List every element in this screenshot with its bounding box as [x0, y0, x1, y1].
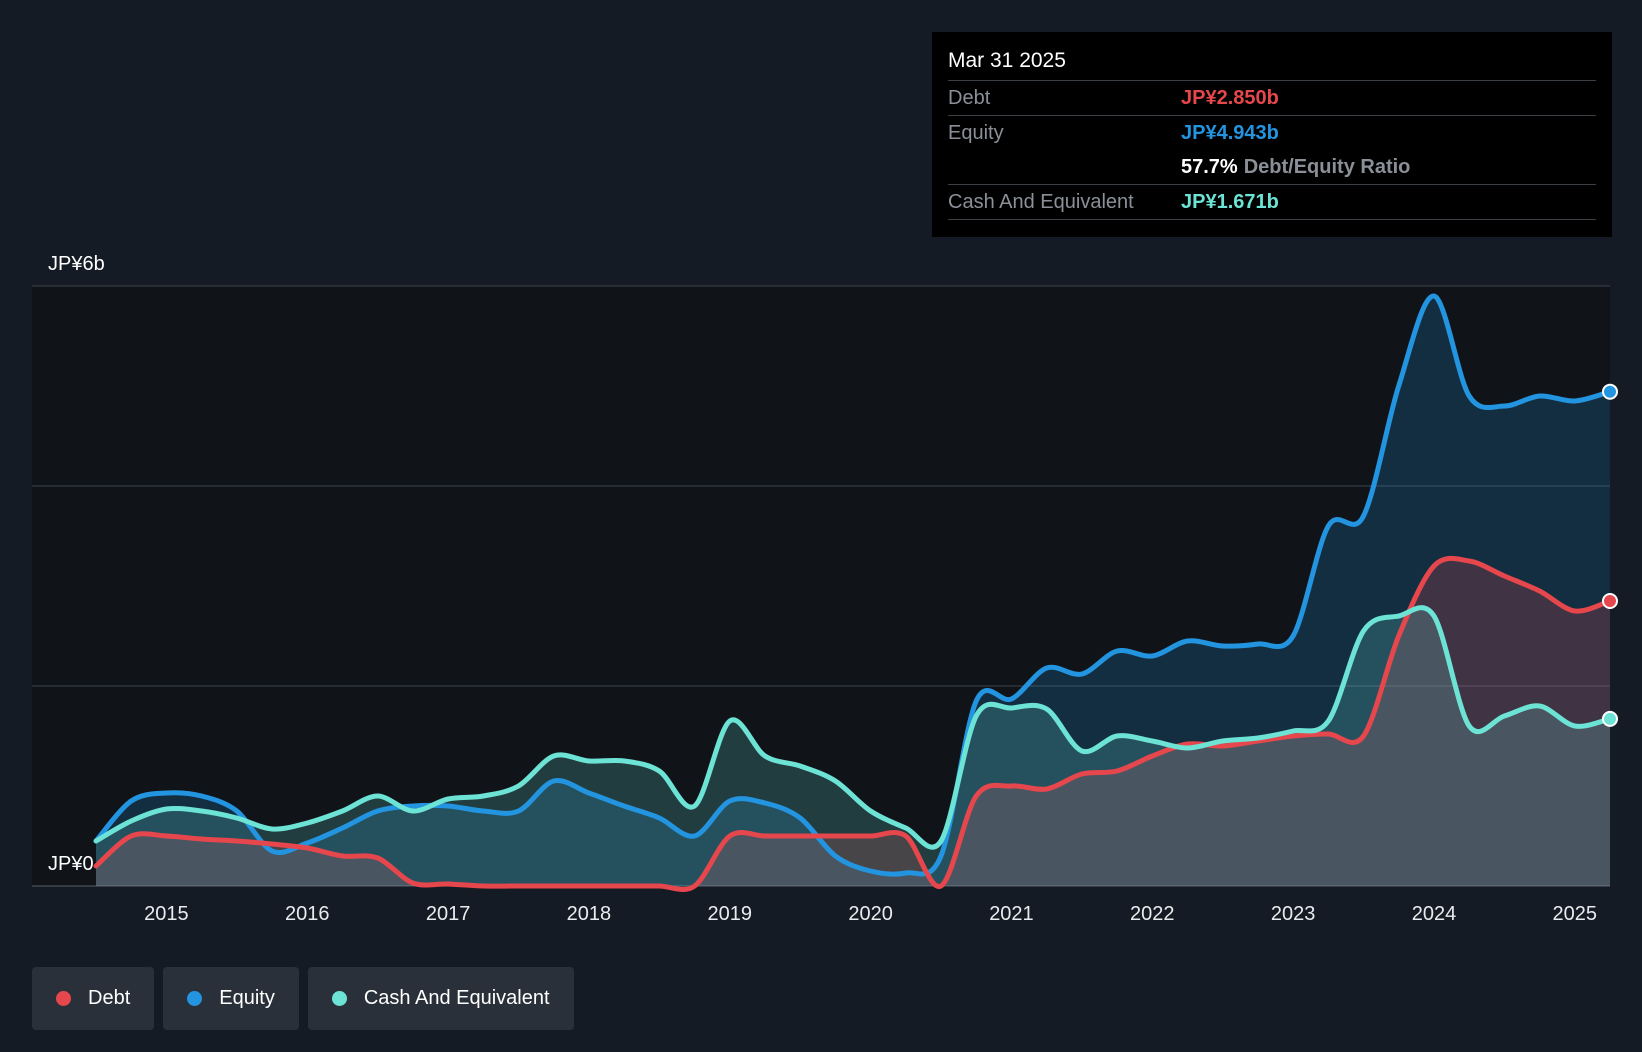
plot-background — [32, 286, 1610, 886]
tooltip-debt-label: Debt — [948, 86, 991, 109]
debt-area — [96, 558, 1610, 890]
legend-label-equity: Equity — [219, 987, 275, 1009]
y-tick-label: JP¥6b — [48, 253, 105, 275]
y-tick-label: JP¥0 — [48, 853, 94, 875]
legend-dot-icon — [56, 991, 71, 1006]
series-lines — [93, 293, 1613, 893]
tooltip-equity-row: Equity JP¥4.943b — [948, 116, 1596, 150]
tooltip-debt-value: JP¥2.850b — [1181, 86, 1279, 109]
x-tick-label: 2024 — [1412, 903, 1457, 925]
data-tooltip: Mar 31 2025 Debt JP¥2.850b Equity JP¥4.9… — [932, 32, 1612, 237]
tooltip-ratio-row: 57.7% Debt/Equity Ratio — [948, 150, 1596, 185]
cash-and-equivalent-area — [96, 607, 1610, 886]
x-tick-label: 2021 — [989, 903, 1034, 925]
legend-label-debt: Debt — [88, 987, 131, 1009]
x-tick-label: 2020 — [848, 903, 893, 925]
x-tick-label: 2022 — [1130, 903, 1175, 925]
y-axis-ticks: JP¥6b JP¥0 — [48, 253, 105, 875]
cash-and-equivalent-end-marker[interactable] — [1602, 710, 1618, 727]
gridlines — [32, 285, 1610, 887]
tooltip-equity-label: Equity — [948, 121, 1004, 144]
x-tick-label: 2025 — [1553, 903, 1598, 925]
legend-dot-icon — [187, 991, 203, 1006]
legend-label-cash: Cash And Equivalent — [363, 987, 550, 1009]
legend-item-debt[interactable]: Debt — [32, 967, 155, 1030]
x-axis-ticks: 2015 2016 2017 2018 2019 2020 2021 2022 2023 2024… — [144, 903, 1597, 925]
x-tick-label: 2018 — [567, 903, 612, 925]
end-markers — [1602, 383, 1618, 727]
equity-line — [93, 293, 1613, 877]
legend-item-equity[interactable]: Equity — [163, 967, 299, 1030]
x-tick-label: 2015 — [144, 903, 189, 925]
debt-end-marker[interactable] — [1602, 593, 1618, 609]
equity-end-marker[interactable] — [1602, 383, 1618, 400]
x-tick-label: 2016 — [285, 903, 330, 925]
tooltip-cash-label: Cash And Equivalent — [948, 190, 1134, 213]
legend-dot-icon — [331, 991, 347, 1006]
tooltip-ratio-label: Debt/Equity Ratio — [1243, 155, 1411, 178]
tooltip-cash-value: JP¥1.671b — [1181, 190, 1279, 213]
tooltip-cash-row: Cash And Equivalent JP¥1.671b — [948, 185, 1596, 220]
cash-and-equivalent-line — [93, 605, 1613, 850]
legend-item-cash[interactable]: Cash And Equivalent — [307, 967, 574, 1030]
tooltip-date: Mar 31 2025 — [948, 46, 1596, 81]
x-tick-label: 2017 — [426, 903, 471, 925]
tooltip-debt-row: Debt JP¥2.850b — [948, 81, 1596, 116]
debt-line — [93, 555, 1613, 893]
x-tick-label: 2019 — [708, 903, 753, 925]
x-tick-label: 2023 — [1271, 903, 1316, 925]
legend: Debt Equity Cash And Equivalent — [32, 967, 574, 1030]
tooltip-equity-value: JP¥4.943b — [1181, 121, 1279, 144]
tooltip-ratio-value: 57.7% — [1181, 155, 1238, 178]
